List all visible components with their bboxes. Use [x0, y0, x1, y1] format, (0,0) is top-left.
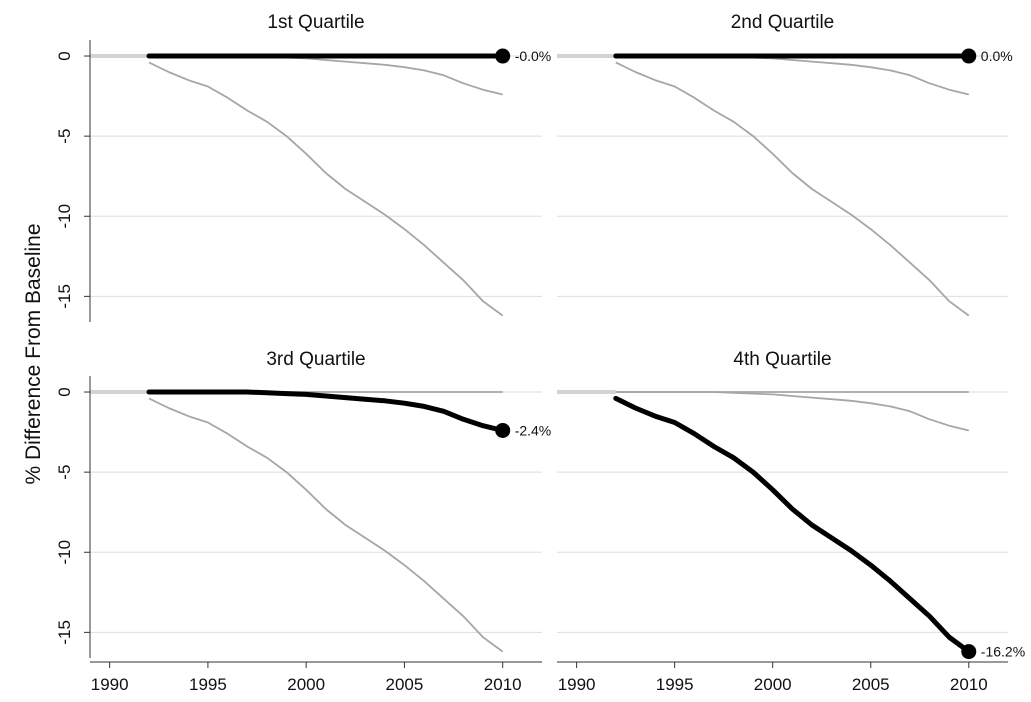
series-line-2	[149, 55, 503, 96]
x-tick-label: 1990	[558, 675, 596, 694]
y-tick-label: -5	[55, 129, 74, 144]
highlight-series-line	[146, 389, 506, 433]
y-tick-label: -5	[55, 465, 74, 480]
series-line-3	[148, 61, 504, 317]
x-tick-label: 2005	[386, 675, 424, 694]
x-tick-label: 1990	[91, 675, 129, 694]
series-line-2	[615, 55, 970, 96]
y-axis-label: % Difference From Baseline	[22, 223, 45, 484]
panels: 1st Quartile 0 -5 -10 -15 -0.0% 2nd Quartile 0.…	[55, 12, 1025, 694]
end-point-marker	[495, 422, 511, 438]
y-tick-label: -15	[55, 284, 74, 309]
y-tick-label: -15	[55, 620, 74, 645]
panel-title: 1st Quartile	[267, 12, 364, 33]
highlight-series-line	[613, 395, 972, 655]
end-value-label: -16.2%	[981, 644, 1025, 660]
x-tick-label: 1995	[189, 675, 227, 694]
panel-1: 1st Quartile 0 -5 -10 -15 -0.0%	[55, 12, 551, 322]
y-tick-label: 0	[55, 387, 74, 396]
series-line-3	[615, 61, 970, 317]
end-value-label: -2.4%	[515, 422, 552, 438]
end-value-label: 0.0%	[981, 48, 1013, 64]
x-tick-label: 2000	[287, 675, 325, 694]
panel-title: 4th Quartile	[733, 349, 831, 370]
end-point-marker	[495, 48, 511, 64]
panel-2: 2nd Quartile 0.0%	[557, 12, 1013, 317]
x-tick-label: 2005	[852, 675, 890, 694]
panel-title: 2nd Quartile	[731, 12, 835, 33]
end-point-marker	[961, 48, 977, 64]
y-tick-label: -10	[55, 204, 74, 229]
x-tick-label: 2000	[754, 675, 792, 694]
y-tick-label: 0	[55, 51, 74, 60]
y-tick-label: -10	[55, 540, 74, 565]
x-tick-label: 2010	[484, 675, 522, 694]
series-line-2	[615, 391, 970, 432]
end-value-label: -0.0%	[515, 48, 552, 64]
series-line-3	[148, 397, 504, 653]
panel-3: 3rd Quartile 0 -5 -10 -15 1990 1995 2000 2005 201…	[55, 349, 551, 694]
end-point-marker	[961, 644, 977, 660]
x-tick-label: 1995	[656, 675, 694, 694]
panel-title: 3rd Quartile	[266, 349, 365, 370]
panel-4: 4th Quartile 1990 1995 2000 2005 2010 -16.2%	[557, 349, 1025, 694]
x-tick-label: 2010	[950, 675, 988, 694]
